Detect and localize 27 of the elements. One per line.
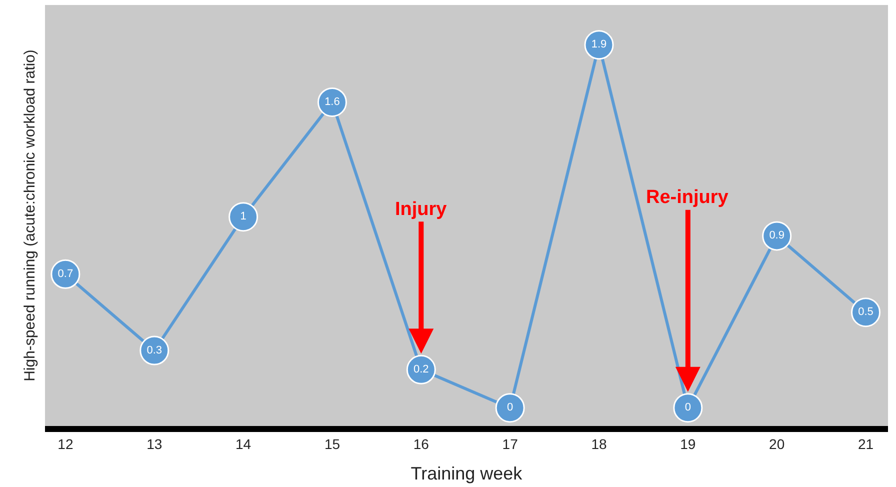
data-label: 0.2 <box>414 363 429 376</box>
x-axis-title: Training week <box>410 463 524 484</box>
x-tick-label: 17 <box>502 436 518 452</box>
data-label: 1.6 <box>324 96 340 108</box>
x-tick-label: 19 <box>680 436 696 452</box>
data-label: 0.5 <box>858 306 874 318</box>
x-tick-label: 13 <box>146 436 162 452</box>
x-tick-label: 18 <box>591 436 607 452</box>
data-label: 0.3 <box>146 344 162 356</box>
annotation: Re-injury <box>646 187 729 208</box>
data-label: 0 <box>684 402 691 414</box>
x-tick-label: 12 <box>58 436 74 452</box>
x-tick-label: 15 <box>324 436 340 452</box>
point <box>228 202 258 232</box>
x-tick-label: 16 <box>413 436 430 452</box>
point <box>495 393 525 423</box>
data-label: 0 <box>507 402 514 414</box>
x-tick-label: 20 <box>769 436 785 452</box>
point <box>673 393 703 423</box>
data-label: 0.9 <box>769 230 784 242</box>
y-axis-title: High-speed running (acute:chronic workload ratio) <box>21 50 38 382</box>
data-label: 0.7 <box>58 268 74 280</box>
data-label: 1.9 <box>591 38 607 51</box>
data-label: 1 <box>240 210 246 223</box>
annotation: Injury <box>395 199 448 220</box>
x-tick-label: 21 <box>858 436 874 452</box>
x-tick-label: 14 <box>236 436 252 452</box>
